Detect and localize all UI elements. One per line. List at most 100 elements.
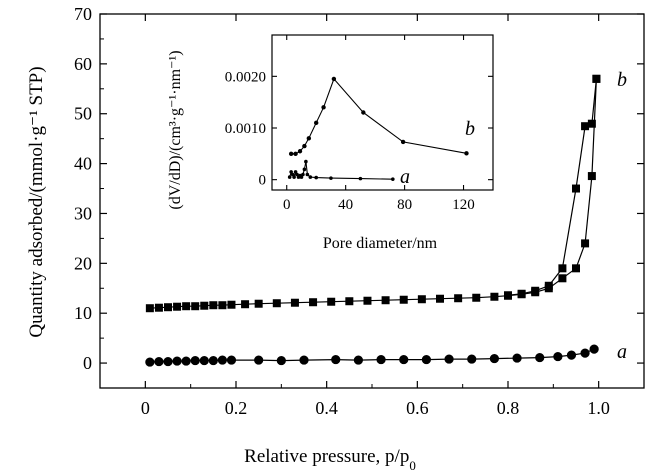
series-b-point — [587, 172, 596, 181]
series-a-point — [181, 356, 191, 366]
inset-series-a-point — [329, 176, 333, 180]
series-b-point — [200, 301, 209, 310]
y-tick-label: 10 — [74, 303, 92, 323]
x-axis-title-sub: 0 — [409, 458, 416, 472]
series-a-point — [353, 355, 363, 365]
inset-series-b-point — [400, 139, 406, 145]
inset-series-b-point — [361, 110, 366, 115]
series-b-point — [572, 184, 580, 193]
series-a-point — [467, 354, 477, 364]
inset-series-b-point — [293, 151, 298, 157]
inset-ticks: 0 40 80 120 0 0.0010 0.0020 — [225, 35, 493, 213]
series-a-point — [172, 356, 182, 366]
series-a-point — [199, 355, 209, 366]
series-tag-a: a — [617, 341, 627, 363]
inset-series-b-point — [306, 136, 312, 141]
series-b-point — [363, 296, 372, 305]
series-b-point — [544, 281, 553, 290]
inset-plot-frame — [271, 34, 494, 191]
series-b-point — [381, 296, 390, 305]
series-a-point — [217, 355, 227, 365]
inset-series-b-point — [464, 151, 469, 156]
inset-series-a-point — [391, 177, 395, 181]
series-b-point — [218, 301, 227, 310]
inset-series-b-point — [288, 151, 294, 157]
inset-series-a-point — [292, 175, 296, 179]
series-a-point — [254, 355, 264, 365]
inset-series-tag-b: b — [465, 118, 475, 140]
series-b-point — [209, 301, 218, 310]
series-a-point — [566, 350, 577, 360]
inset-series-a-point — [304, 159, 308, 164]
inset-series-b-point — [302, 143, 307, 149]
inset-y-tick-label: 0.0010 — [225, 121, 266, 137]
y-tick-label: 70 — [74, 4, 92, 24]
series-a-point — [580, 348, 590, 358]
series-a-point — [276, 355, 286, 366]
x-tick-label: 0.4 — [315, 398, 338, 418]
inset-series-a-point — [308, 175, 313, 179]
inset-y-tick-label: 0 — [259, 173, 267, 189]
inset-series-a-point — [287, 175, 292, 179]
series-b-point — [173, 302, 182, 311]
series-a-point — [208, 355, 218, 366]
series-b-point — [309, 298, 318, 307]
series-b-point — [345, 297, 354, 306]
inset-series-a-point — [302, 167, 307, 172]
x-axis-title-main: Relative pressure, p/p — [244, 446, 409, 467]
inset-series-b-point — [331, 76, 337, 82]
series-b-point — [472, 293, 481, 302]
series-b-point — [227, 300, 236, 309]
x-tick-label: 0 — [141, 398, 150, 418]
series-b-adsorption-line — [149, 78, 597, 309]
series-b-point — [254, 299, 263, 308]
series-a-point — [535, 352, 545, 363]
x-tick-label: 0.2 — [225, 398, 248, 418]
series-b-point — [581, 122, 590, 131]
inset-x-axis-title: Pore diameter/nm — [323, 235, 438, 252]
inset-x-tick-label: 80 — [397, 197, 412, 213]
series-b-point — [581, 239, 590, 248]
main-series-b — [145, 74, 601, 313]
series-a-point — [399, 354, 409, 365]
series-a-point — [489, 353, 499, 364]
x-axis-title: Relative pressure, p/p0 — [244, 446, 416, 472]
inset-x-tick-label: 40 — [338, 197, 353, 213]
series-b-point — [531, 286, 540, 295]
series-b-point — [454, 294, 463, 303]
series-b-point — [241, 300, 250, 309]
series-a-point — [589, 344, 599, 354]
series-a-point — [444, 354, 454, 364]
x-tick-label: 1.0 — [587, 398, 610, 418]
y-tick-label: 60 — [74, 54, 92, 74]
series-b-point — [436, 294, 444, 303]
inset-series-b — [288, 76, 469, 157]
inset-series-b-point — [297, 149, 303, 154]
series-tag-b: b — [617, 69, 627, 91]
inset-series-a-point — [301, 172, 305, 177]
inset-x-tick-label: 120 — [452, 197, 475, 213]
series-a-point — [553, 351, 563, 362]
series-a-point — [226, 355, 237, 365]
inset-series-a — [287, 159, 395, 181]
series-a-point — [163, 356, 173, 367]
y-tick-label: 50 — [74, 104, 92, 124]
inset-series-b-point — [321, 105, 326, 110]
series-b-point — [290, 298, 299, 307]
series-b-point — [327, 297, 336, 306]
series-b-point — [558, 274, 567, 283]
y-axis-title: Quantity adsorbed/(mmol·g⁻¹ STP) — [26, 66, 47, 337]
series-b-point — [592, 74, 601, 83]
series-a-point — [376, 354, 386, 365]
series-a-point — [421, 354, 431, 365]
y-tick-label: 0 — [83, 353, 92, 373]
main-ticks: 0 0.2 0.4 0.6 0.8 1.0 0 10 20 30 40 50 60 70 — [74, 4, 644, 418]
series-b-point — [191, 302, 200, 311]
series-b-point — [517, 289, 526, 298]
series-b-point — [558, 264, 567, 273]
y-tick-label: 30 — [74, 203, 92, 223]
x-tick-label: 0.6 — [406, 398, 429, 418]
series-b-point — [164, 303, 172, 312]
series-a-point — [299, 355, 309, 365]
